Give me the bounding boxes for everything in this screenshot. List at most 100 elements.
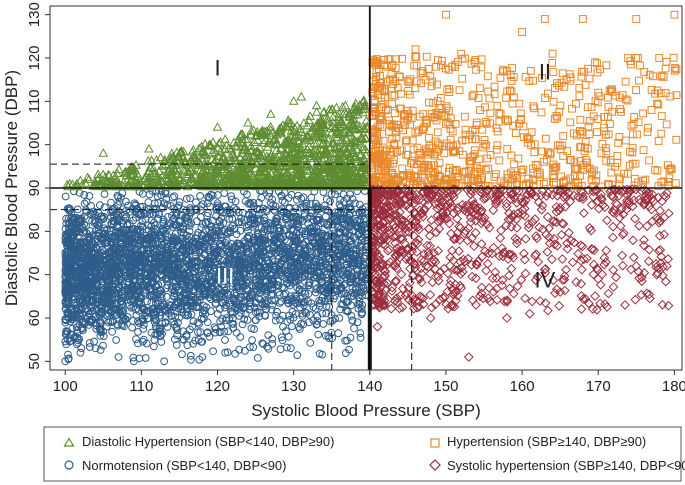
data-point (304, 289, 313, 298)
data-point (182, 194, 191, 203)
data-point (268, 335, 277, 343)
data-point (349, 249, 358, 258)
data-point (223, 277, 232, 285)
data-point (200, 264, 209, 273)
data-point (358, 309, 367, 317)
data-point (131, 213, 140, 222)
data-point (77, 306, 86, 315)
data-point (267, 290, 275, 299)
data-point (175, 198, 184, 206)
data-point (139, 325, 148, 333)
data-point (335, 279, 344, 288)
data-point (170, 192, 179, 201)
data-point (320, 201, 329, 210)
data-point (144, 263, 153, 272)
data-point (154, 210, 163, 218)
data-point (216, 317, 225, 326)
data-point (236, 226, 245, 235)
data-point (288, 308, 297, 316)
data-point (75, 335, 84, 343)
data-point (253, 204, 262, 213)
data-point (118, 189, 127, 198)
data-point (277, 333, 286, 342)
data-point (135, 319, 144, 327)
data-point (306, 242, 315, 250)
data-point (253, 354, 262, 362)
data-point (141, 215, 150, 223)
data-point (326, 317, 335, 326)
data-point (96, 346, 105, 354)
data-point (277, 191, 286, 200)
data-point (338, 214, 347, 223)
data-point (328, 213, 337, 222)
data-point (360, 287, 368, 296)
data-point (228, 319, 236, 328)
data-point (168, 282, 177, 291)
data-point (348, 316, 357, 325)
data-point (167, 312, 176, 320)
data-point (63, 260, 71, 269)
data-point (85, 339, 94, 347)
data-point (152, 316, 160, 325)
data-point (182, 245, 190, 254)
data-point (318, 278, 327, 287)
data-point (280, 198, 289, 207)
data-point (211, 233, 220, 242)
data-point (351, 199, 359, 208)
data-point (96, 201, 104, 210)
data-point (191, 295, 200, 304)
data-point (282, 225, 291, 234)
data-point (79, 326, 87, 335)
data-point (155, 327, 164, 336)
data-point (221, 241, 230, 250)
data-point (128, 323, 137, 332)
data-point (86, 227, 94, 235)
data-point (264, 344, 273, 353)
data-point (163, 200, 172, 209)
data-point (158, 329, 167, 338)
data-point (352, 241, 361, 250)
data-point (245, 305, 254, 314)
data-point (183, 341, 192, 350)
data-point (113, 191, 122, 200)
data-point (241, 347, 249, 355)
data-point (284, 194, 293, 202)
data-point (319, 261, 328, 270)
data-point (122, 212, 130, 221)
data-point (134, 339, 142, 348)
data-point (96, 312, 104, 321)
data-point (350, 324, 358, 333)
data-point (171, 283, 180, 291)
data-point (170, 292, 179, 300)
data-point (246, 343, 254, 352)
data-point (260, 214, 269, 223)
data-point (143, 297, 152, 306)
data-point (264, 331, 273, 340)
data-point (134, 297, 143, 306)
data-point (246, 219, 255, 228)
data-point (300, 301, 308, 310)
data-point (207, 295, 215, 304)
data-point (72, 306, 81, 315)
data-point (113, 223, 122, 231)
data-point (261, 225, 269, 234)
data-point (250, 215, 259, 224)
data-point (313, 284, 322, 293)
data-point (275, 299, 284, 307)
data-point (296, 281, 304, 290)
data-point (119, 307, 128, 316)
data-point (186, 351, 195, 360)
data-point (70, 300, 79, 309)
data-point (263, 342, 272, 351)
data-point (189, 317, 198, 326)
data-point (135, 269, 144, 278)
data-point (61, 192, 70, 201)
data-point (194, 328, 202, 337)
data-point (278, 196, 287, 205)
data-point (359, 282, 367, 290)
data-point (187, 355, 195, 364)
data-point (348, 195, 357, 203)
data-point (296, 203, 305, 212)
data-point (327, 277, 336, 286)
data-point (117, 320, 126, 329)
